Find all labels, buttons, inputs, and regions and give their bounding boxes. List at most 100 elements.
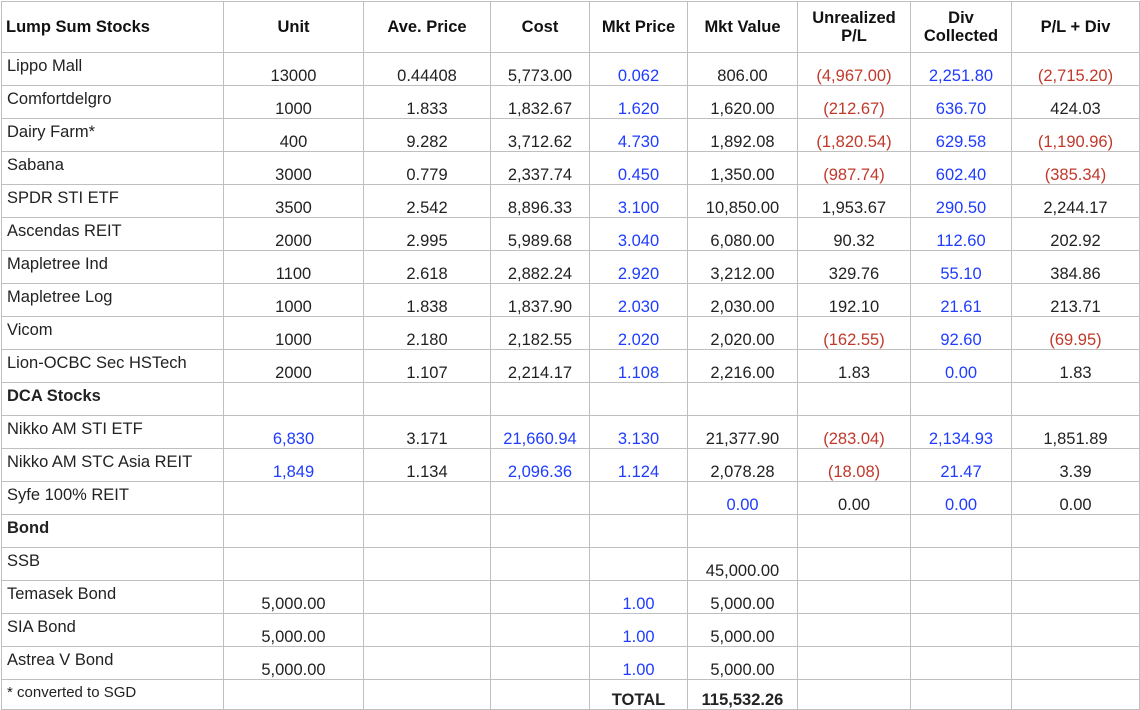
- cell-empty[interactable]: [910, 382, 1012, 416]
- cell-mkt-price[interactable]: 1.00: [589, 580, 688, 614]
- cell-ave-price[interactable]: 9.282: [363, 118, 491, 152]
- cell-unrealized-pl[interactable]: 1.83: [797, 349, 911, 383]
- cell-mkt-value[interactable]: 1,892.08: [687, 118, 798, 152]
- cell-empty[interactable]: [797, 382, 911, 416]
- cell-div-collected[interactable]: 112.60: [910, 217, 1012, 251]
- cell-empty[interactable]: [223, 514, 364, 548]
- cell-empty[interactable]: [490, 382, 590, 416]
- cell-cost[interactable]: [490, 547, 590, 581]
- cell-div-collected[interactable]: 0.00: [910, 481, 1012, 515]
- cell-unrealized-pl[interactable]: (283.04): [797, 415, 911, 449]
- cell-mkt-price[interactable]: 0.062: [589, 52, 688, 86]
- total-label[interactable]: TOTAL: [589, 679, 688, 710]
- cell-mkt-price[interactable]: 1.00: [589, 613, 688, 647]
- cell-mkt-price[interactable]: 1.124: [589, 448, 688, 482]
- cell-mkt-price[interactable]: 0.450: [589, 151, 688, 185]
- cell-empty[interactable]: [797, 679, 911, 710]
- cell-mkt-value[interactable]: 10,850.00: [687, 184, 798, 218]
- cell-empty[interactable]: [589, 382, 688, 416]
- cell-ave-price[interactable]: 1.107: [363, 349, 491, 383]
- cell-cost[interactable]: 8,896.33: [490, 184, 590, 218]
- cell-empty[interactable]: [687, 514, 798, 548]
- cell-ave-price[interactable]: 1.838: [363, 283, 491, 317]
- cell-unit[interactable]: 3500: [223, 184, 364, 218]
- cell-empty[interactable]: [490, 679, 590, 710]
- cell-cost[interactable]: 1,832.67: [490, 85, 590, 119]
- cell-pl-div[interactable]: 3.39: [1011, 448, 1140, 482]
- cell-mkt-price[interactable]: 1.108: [589, 349, 688, 383]
- cell-unit[interactable]: 13000: [223, 52, 364, 86]
- cell-unit[interactable]: [223, 481, 364, 515]
- cell-unit[interactable]: 1,849: [223, 448, 364, 482]
- cell-ave-price[interactable]: [363, 547, 491, 581]
- cell-cost[interactable]: 5,989.68: [490, 217, 590, 251]
- header-div-collected[interactable]: Div Collected: [910, 1, 1012, 53]
- cell-unit[interactable]: 5,000.00: [223, 613, 364, 647]
- cell-unit[interactable]: 5,000.00: [223, 580, 364, 614]
- cell-mkt-value[interactable]: 5,000.00: [687, 646, 798, 680]
- cell-mkt-value[interactable]: 2,078.28: [687, 448, 798, 482]
- cell-pl-div[interactable]: 424.03: [1011, 85, 1140, 119]
- cell-mkt-value[interactable]: 3,212.00: [687, 250, 798, 284]
- cell-div-collected[interactable]: 602.40: [910, 151, 1012, 185]
- cell-pl-div[interactable]: [1011, 547, 1140, 581]
- cell-name[interactable]: SSB: [1, 547, 224, 581]
- cell-cost[interactable]: 2,182.55: [490, 316, 590, 350]
- cell-unit[interactable]: 400: [223, 118, 364, 152]
- cell-unit[interactable]: 2000: [223, 217, 364, 251]
- header-pl-div[interactable]: P/L + Div: [1011, 1, 1140, 53]
- cell-empty[interactable]: [1011, 679, 1140, 710]
- cell-empty[interactable]: [910, 679, 1012, 710]
- cell-cost[interactable]: [490, 481, 590, 515]
- cell-div-collected[interactable]: 92.60: [910, 316, 1012, 350]
- cell-div-collected[interactable]: 0.00: [910, 349, 1012, 383]
- cell-unrealized-pl[interactable]: (212.67): [797, 85, 911, 119]
- cell-mkt-value[interactable]: 45,000.00: [687, 547, 798, 581]
- cell-empty[interactable]: [363, 679, 491, 710]
- cell-name[interactable]: Vicom: [1, 316, 224, 350]
- cell-empty[interactable]: [490, 514, 590, 548]
- cell-mkt-price[interactable]: [589, 547, 688, 581]
- cell-ave-price[interactable]: 0.44408: [363, 52, 491, 86]
- cell-name[interactable]: SIA Bond: [1, 613, 224, 647]
- cell-cost[interactable]: 3,712.62: [490, 118, 590, 152]
- cell-ave-price[interactable]: 2.542: [363, 184, 491, 218]
- cell-pl-div[interactable]: (69.95): [1011, 316, 1140, 350]
- cell-mkt-price[interactable]: 2.920: [589, 250, 688, 284]
- cell-mkt-value[interactable]: 6,080.00: [687, 217, 798, 251]
- cell-unrealized-pl[interactable]: 329.76: [797, 250, 911, 284]
- cell-unit[interactable]: 1000: [223, 283, 364, 317]
- cell-ave-price[interactable]: 0.779: [363, 151, 491, 185]
- cell-mkt-price[interactable]: [589, 481, 688, 515]
- cell-mkt-price[interactable]: 2.030: [589, 283, 688, 317]
- cell-ave-price[interactable]: 1.134: [363, 448, 491, 482]
- cell-unrealized-pl[interactable]: (162.55): [797, 316, 911, 350]
- cell-cost[interactable]: 1,837.90: [490, 283, 590, 317]
- cell-unrealized-pl[interactable]: [797, 547, 911, 581]
- cell-ave-price[interactable]: [363, 580, 491, 614]
- cell-name[interactable]: Nikko AM STI ETF: [1, 415, 224, 449]
- cell-mkt-price[interactable]: 2.020: [589, 316, 688, 350]
- cell-unit[interactable]: 5,000.00: [223, 646, 364, 680]
- cell-unrealized-pl[interactable]: [797, 646, 911, 680]
- cell-name[interactable]: Nikko AM STC Asia REIT: [1, 448, 224, 482]
- cell-empty[interactable]: [363, 382, 491, 416]
- cell-ave-price[interactable]: 2.180: [363, 316, 491, 350]
- cell-pl-div[interactable]: (385.34): [1011, 151, 1140, 185]
- cell-pl-div[interactable]: [1011, 613, 1140, 647]
- cell-mkt-price[interactable]: 4.730: [589, 118, 688, 152]
- cell-empty[interactable]: [589, 514, 688, 548]
- cell-cost[interactable]: 2,882.24: [490, 250, 590, 284]
- footnote[interactable]: * converted to SGD: [1, 679, 224, 710]
- cell-unrealized-pl[interactable]: (18.08): [797, 448, 911, 482]
- cell-mkt-value[interactable]: 806.00: [687, 52, 798, 86]
- cell-empty[interactable]: [1011, 514, 1140, 548]
- cell-mkt-value[interactable]: 21,377.90: [687, 415, 798, 449]
- cell-pl-div[interactable]: 213.71: [1011, 283, 1140, 317]
- section-dca-title[interactable]: DCA Stocks: [1, 382, 224, 416]
- header-cost[interactable]: Cost: [490, 1, 590, 53]
- cell-name[interactable]: Comfortdelgro: [1, 85, 224, 119]
- cell-mkt-value[interactable]: 1,620.00: [687, 85, 798, 119]
- header-mkt-value[interactable]: Mkt Value: [687, 1, 798, 53]
- cell-cost[interactable]: 2,214.17: [490, 349, 590, 383]
